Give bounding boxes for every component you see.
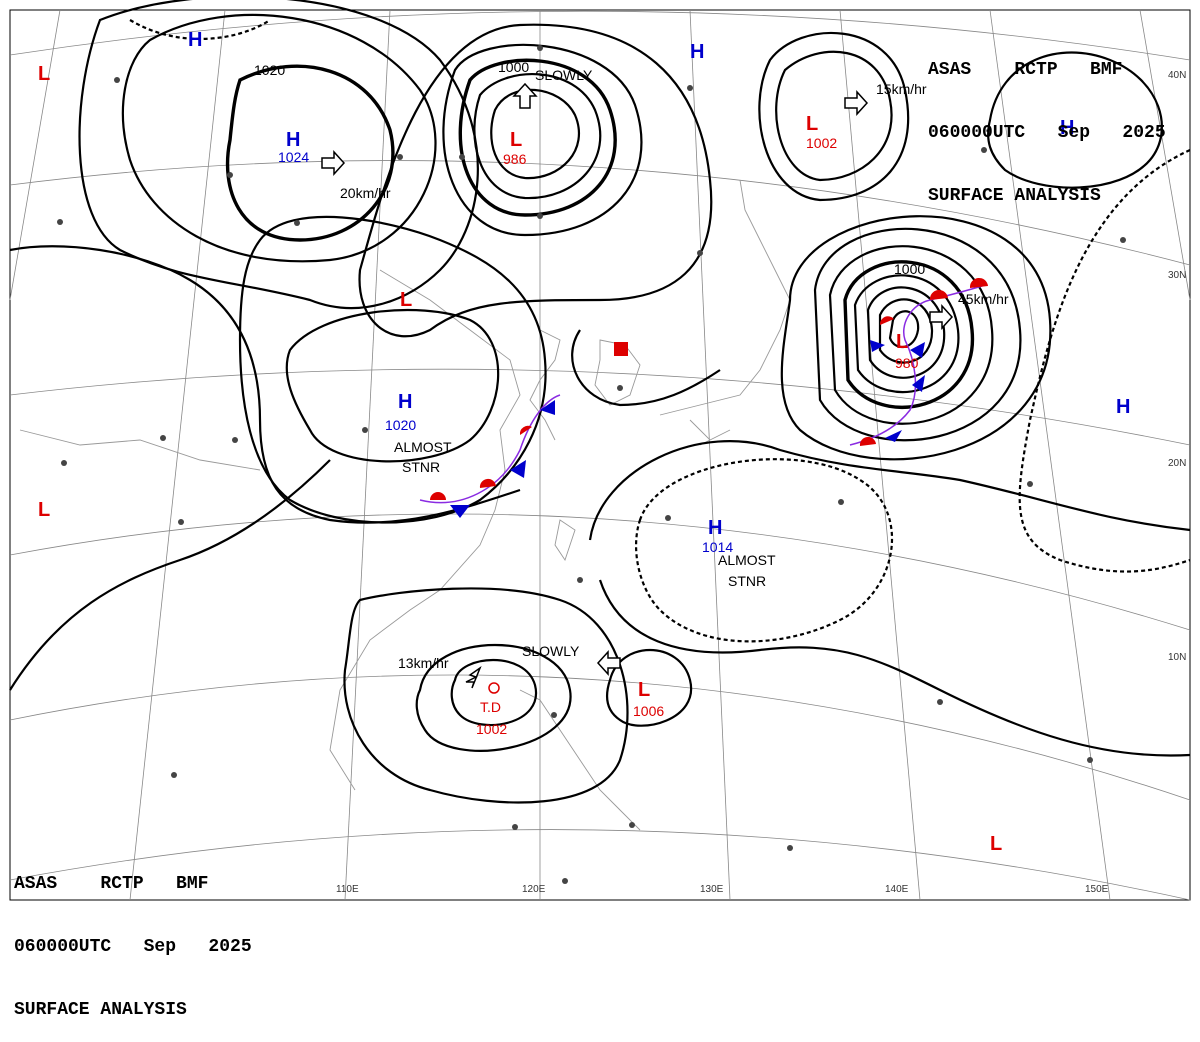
header-line2: 060000UTC Sep 2025 [928, 123, 1166, 143]
low-center-980-mark: L [896, 331, 908, 353]
surface-analysis-chart: H 1024 L 986 L 1002 H 1020 L 980 H 1014 … [9, 0, 1191, 901]
weather-map: H 1024 L 986 L 1002 H 1020 L 980 H 1014 … [9, 0, 1191, 901]
motion-arrows [321, 82, 954, 689]
lat-label-20n: 20N [1168, 458, 1186, 469]
low-center-1002-ne-mark: L [806, 113, 818, 135]
header-top-right: ASAS RCTP BMF 060000UTC Sep 2025 SURFACE… [928, 18, 1166, 228]
latitude-lines [9, 10, 1191, 901]
high-center-1020-mark: H [398, 391, 412, 413]
tropical-depression-label: T.D [480, 699, 501, 715]
isobars [9, 0, 1191, 804]
low-mark-se: L [990, 833, 1002, 855]
lat-label-40n: 40N [1168, 70, 1186, 81]
motion-label-slowly-n: SLOWLY [535, 67, 593, 83]
isobar-label-1000-e: 1000 [894, 261, 925, 277]
isobar-label-1020: 1020 [254, 62, 285, 78]
status-label-2-line1: ALMOST [718, 552, 776, 568]
map-frame [9, 9, 1191, 901]
low-center-1006-mark: L [638, 679, 650, 701]
isobar-1020-nw [225, 64, 395, 242]
graticule-labels: 110E 120E 130E 140E 150E 40N 30N 20N 10N [336, 70, 1186, 895]
lon-label-120e: 120E [522, 884, 546, 895]
lon-label-140e: 140E [885, 884, 909, 895]
lon-label-110e: 110E [336, 884, 359, 895]
header-line1: ASAS RCTP BMF [928, 60, 1123, 80]
high-center-1024-mark: H [286, 129, 300, 151]
motion-label-slowly-s: SLOWLY [522, 643, 580, 659]
high-center-1014-value: 1014 [702, 539, 733, 555]
coastlines [19, 179, 791, 831]
lon-label-150e: 150E [1085, 884, 1109, 895]
tropical-depression-symbol [488, 682, 500, 694]
low-center-1006-value: 1006 [633, 703, 664, 719]
high-center-1020-value: 1020 [385, 417, 416, 433]
station-plots [57, 45, 1126, 884]
low-mark-west: L [38, 499, 50, 521]
lat-label-30n: 30N [1168, 270, 1186, 281]
motion-labels: 20km/hr SLOWLY 15km/hr 45km/hr 13km/hr S… [340, 67, 1009, 671]
lon-label-130e: 130E [700, 884, 724, 895]
header-line3: SURFACE ANALYSIS [14, 1000, 187, 1020]
status-label-1-line2: STNR [402, 459, 440, 475]
header-bottom-left: ASAS RCTP BMF 060000UTC Sep 2025 SURFACE… [14, 832, 252, 1042]
isobar-labels: 1020 1000 1000 [254, 59, 925, 277]
motion-label-13kmhr: 13km/hr [398, 655, 449, 671]
low-center-980-value: 980 [895, 355, 919, 371]
isobar-label-1000-n: 1000 [498, 59, 529, 75]
low-mark-nw-corner: L [38, 63, 50, 85]
motion-label-15kmhr: 15km/hr [876, 81, 927, 97]
low-center-986-value: 986 [503, 151, 527, 167]
header-line3: SURFACE ANALYSIS [928, 186, 1101, 206]
fronts [419, 277, 988, 518]
status-label-1-line1: ALMOST [394, 439, 452, 455]
longitude-lines [9, 9, 1191, 901]
high-mark-ne: H [1060, 117, 1074, 139]
high-center-1024-value: 1024 [278, 149, 309, 165]
motion-label-20kmhr: 20km/hr [340, 185, 391, 201]
tropical-depression-value: 1002 [476, 721, 507, 737]
high-center-1014-mark: H [708, 517, 722, 539]
header-line2: 060000UTC Sep 2025 [14, 937, 252, 957]
high-mark-nw: H [188, 29, 202, 51]
high-mark-north: H [690, 41, 704, 63]
low-mark-inland: L [400, 289, 412, 311]
unlabeled-marks: H H H H L L L L [38, 29, 1130, 855]
header-line1: ASAS RCTP BMF [14, 874, 209, 894]
status-label-2-line2: STNR [728, 573, 766, 589]
motion-label-45kmhr: 45km/hr [958, 291, 1009, 307]
lat-label-10n: 10N [1168, 652, 1186, 663]
status-labels: ALMOST STNR ALMOST STNR [394, 439, 776, 589]
pressure-centers: H 1024 L 986 L 1002 H 1020 L 980 H 1014 … [278, 113, 919, 737]
low-center-1002-ne-value: 1002 [806, 135, 837, 151]
low-center-986-mark: L [510, 129, 522, 151]
high-mark-east: H [1116, 396, 1130, 418]
